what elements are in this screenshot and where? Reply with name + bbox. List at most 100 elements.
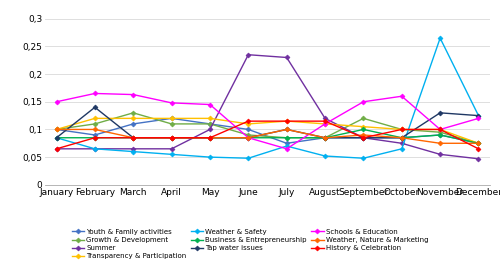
Schools & Education	[207, 103, 213, 106]
Tap water issues	[168, 136, 174, 139]
Weather & Safety	[54, 136, 60, 139]
Business & Entrepreneurship	[284, 136, 290, 139]
History & Celebration	[246, 120, 252, 123]
Weather, Nature & Marketing	[322, 136, 328, 139]
Transparency & Participation	[322, 122, 328, 125]
Summer	[322, 117, 328, 120]
Growth & Development	[54, 128, 60, 131]
History & Celebration	[322, 120, 328, 123]
Youth & Family activities	[284, 142, 290, 145]
Growth & Development	[284, 136, 290, 139]
Youth & Family activities	[54, 128, 60, 131]
Summer	[360, 136, 366, 139]
Youth & Family activities	[92, 133, 98, 136]
Growth & Development	[130, 111, 136, 114]
Line: Weather & Safety: Weather & Safety	[55, 36, 480, 160]
Weather & Safety	[130, 150, 136, 153]
Summer	[168, 147, 174, 150]
Schools & Education	[284, 147, 290, 150]
Weather, Nature & Marketing	[54, 128, 60, 131]
Weather, Nature & Marketing	[399, 136, 405, 139]
Transparency & Participation	[54, 128, 60, 131]
Youth & Family activities	[168, 117, 174, 120]
Youth & Family activities	[130, 122, 136, 125]
Tap water issues	[399, 136, 405, 139]
Transparency & Participation	[168, 117, 174, 120]
History & Celebration	[168, 136, 174, 139]
Growth & Development	[360, 117, 366, 120]
Business & Entrepreneurship	[207, 136, 213, 139]
History & Celebration	[92, 136, 98, 139]
Line: Youth & Family activities: Youth & Family activities	[55, 117, 480, 145]
Weather, Nature & Marketing	[246, 136, 252, 139]
Schools & Education	[168, 101, 174, 105]
Line: Business & Entrepreneurship: Business & Entrepreneurship	[55, 128, 480, 145]
Summer	[246, 53, 252, 56]
History & Celebration	[437, 128, 443, 131]
Weather & Safety	[246, 157, 252, 160]
Youth & Family activities	[246, 128, 252, 131]
Business & Entrepreneurship	[54, 136, 60, 139]
History & Celebration	[399, 128, 405, 131]
Tap water issues	[437, 111, 443, 114]
History & Celebration	[360, 136, 366, 139]
Weather & Safety	[284, 144, 290, 148]
Schools & Education	[92, 92, 98, 95]
Weather, Nature & Marketing	[130, 136, 136, 139]
Summer	[476, 157, 482, 160]
Weather, Nature & Marketing	[92, 128, 98, 131]
Transparency & Participation	[246, 122, 252, 125]
Weather & Safety	[437, 36, 443, 40]
Tap water issues	[246, 136, 252, 139]
Business & Entrepreneurship	[399, 136, 405, 139]
Weather & Safety	[207, 155, 213, 159]
History & Celebration	[476, 147, 482, 150]
Schools & Education	[360, 100, 366, 103]
Growth & Development	[92, 122, 98, 125]
Weather, Nature & Marketing	[360, 133, 366, 136]
Summer	[399, 142, 405, 145]
Tap water issues	[92, 106, 98, 109]
Business & Entrepreneurship	[437, 133, 443, 136]
History & Celebration	[284, 120, 290, 123]
Growth & Development	[246, 133, 252, 136]
Tap water issues	[54, 136, 60, 139]
Growth & Development	[399, 128, 405, 131]
Summer	[207, 128, 213, 131]
Transparency & Participation	[360, 125, 366, 128]
Youth & Family activities	[399, 136, 405, 139]
Business & Entrepreneurship	[168, 136, 174, 139]
Schools & Education	[476, 117, 482, 120]
Summer	[437, 153, 443, 156]
Tap water issues	[360, 136, 366, 139]
Schools & Education	[54, 100, 60, 103]
Youth & Family activities	[437, 133, 443, 136]
Youth & Family activities	[322, 136, 328, 139]
Transparency & Participation	[437, 128, 443, 131]
Summer	[130, 147, 136, 150]
Line: History & Celebration: History & Celebration	[55, 119, 480, 150]
Line: Transparency & Participation: Transparency & Participation	[55, 117, 480, 145]
Transparency & Participation	[399, 128, 405, 131]
Schools & Education	[399, 95, 405, 98]
Growth & Development	[168, 122, 174, 125]
Tap water issues	[130, 136, 136, 139]
Tap water issues	[476, 114, 482, 117]
Weather & Safety	[322, 154, 328, 158]
Weather, Nature & Marketing	[207, 136, 213, 139]
Transparency & Participation	[130, 117, 136, 120]
Weather & Safety	[92, 147, 98, 150]
Weather & Safety	[360, 157, 366, 160]
Youth & Family activities	[360, 136, 366, 139]
Weather & Safety	[168, 153, 174, 156]
Youth & Family activities	[207, 122, 213, 125]
Business & Entrepreneurship	[246, 136, 252, 139]
Growth & Development	[322, 136, 328, 139]
Weather, Nature & Marketing	[168, 136, 174, 139]
Tap water issues	[322, 136, 328, 139]
Growth & Development	[476, 142, 482, 145]
Line: Schools & Education: Schools & Education	[55, 92, 480, 150]
Transparency & Participation	[284, 120, 290, 123]
Business & Entrepreneurship	[360, 128, 366, 131]
Line: Weather, Nature & Marketing: Weather, Nature & Marketing	[55, 128, 480, 145]
